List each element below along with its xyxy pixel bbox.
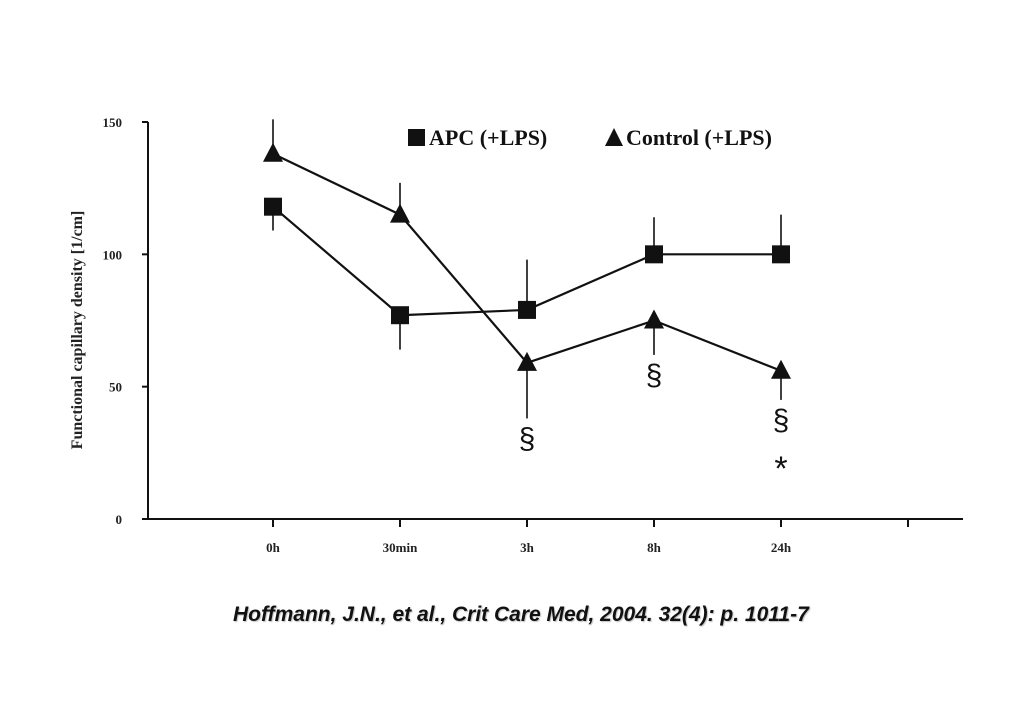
section-annotation: § [646,359,663,392]
section-annotation: § [519,422,536,455]
series-control [263,119,791,419]
legend-label: Control (+LPS) [626,125,772,150]
legend: APC (+LPS) Control (+LPS) [408,125,772,150]
data-point [391,306,409,325]
data-point [644,309,664,329]
annotation-group: § § § * [519,359,790,488]
data-point [390,203,410,223]
y-tick-labels: 0 50 100 150 [103,115,123,527]
x-tick-labels: 0h 30min 3h 8h 24h [266,540,792,555]
y-tick-label: 50 [109,380,122,395]
data-point [518,300,536,319]
legend-triangle-marker [605,128,623,146]
data-point [771,359,791,379]
y-axis-label: Functional capillary density [1/cm] [69,211,86,450]
x-tick-label: 30min [383,540,418,555]
x-tick-label: 8h [647,540,662,555]
x-tick-label: 0h [266,540,281,555]
citation: Hoffmann, J.N., et al., Crit Care Med, 2… [233,603,809,626]
chart-axes [142,121,963,527]
x-tick-label: 3h [520,540,535,555]
legend-square-marker [408,129,425,146]
legend-label: APC (+LPS) [429,125,547,150]
x-tick-label: 24h [771,540,792,555]
data-point [645,245,663,264]
data-point [517,351,537,371]
y-tick-label: 100 [103,247,123,262]
asterisk-annotation: * [774,450,787,488]
section-annotation: § [773,404,790,437]
y-tick-label: 0 [116,512,123,527]
y-tick-label: 150 [103,115,123,130]
legend-item: Control (+LPS) [605,125,772,150]
data-point [772,245,790,264]
legend-item: APC (+LPS) [408,125,547,150]
data-point [264,197,282,216]
series-apc [264,197,790,350]
series-group [263,119,791,419]
data-point [263,142,283,162]
